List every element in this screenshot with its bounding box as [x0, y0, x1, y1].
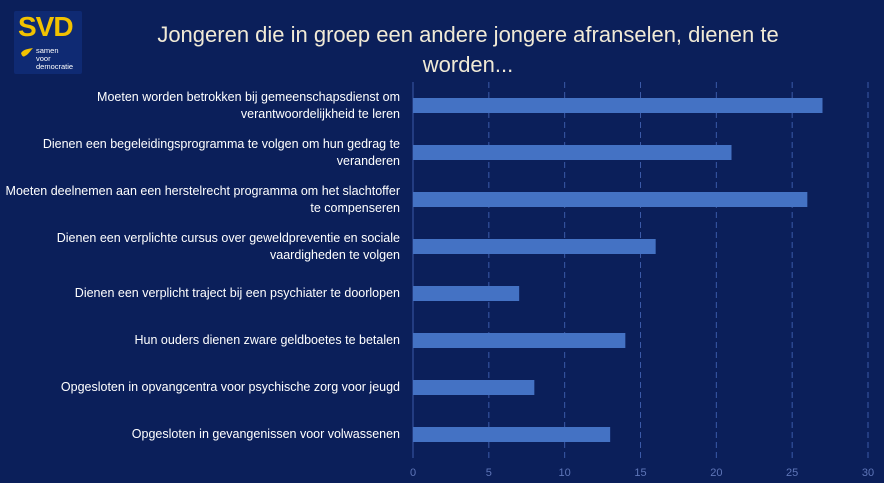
- x-tick-label: 15: [634, 467, 646, 479]
- logo-tagline-line: voor: [36, 54, 51, 63]
- x-tick-label: 5: [486, 467, 492, 479]
- x-tick-label: 25: [786, 467, 798, 479]
- svd-logo: SVD samen voor democratie: [14, 11, 82, 74]
- category-label: Dienen een verplichte cursus over geweld…: [56, 230, 400, 262]
- logo-tagline-line: democratie: [36, 62, 74, 71]
- x-tick-label: 30: [862, 467, 874, 479]
- bar: [413, 427, 611, 442]
- bar: [413, 239, 656, 254]
- bar: [413, 145, 732, 160]
- bar: [413, 286, 520, 301]
- category-label: Opgesloten in gevangenissen voor volwass…: [131, 427, 400, 441]
- category-label: Moeten worden betrokken bij gemeenschaps…: [97, 89, 400, 121]
- bar: [413, 333, 626, 348]
- logo-text: SVD: [18, 11, 74, 42]
- logo-tagline-line: samen: [36, 46, 59, 55]
- bar: [413, 98, 823, 113]
- bar: [413, 192, 808, 207]
- category-label: Dienen een begeleidingsprogramma te volg…: [42, 136, 400, 168]
- x-tick-label: 20: [710, 467, 722, 479]
- bar: [413, 380, 535, 395]
- category-label: Opgesloten in opvangcentra voor psychisc…: [60, 380, 400, 394]
- x-tick-label: 10: [559, 467, 571, 479]
- category-label: Hun ouders dienen zware geldboetes te be…: [134, 333, 400, 347]
- dove-icon: [21, 48, 33, 57]
- logo-tagline: samen voor democratie: [36, 47, 82, 71]
- chart-title: Jongeren die in groep een andere jongere…: [157, 22, 779, 77]
- x-tick-label: 0: [410, 467, 416, 479]
- category-label: Dienen een verplicht traject bij een psy…: [74, 286, 400, 300]
- category-label: Moeten deelnemen aan een herstelrecht pr…: [5, 183, 400, 215]
